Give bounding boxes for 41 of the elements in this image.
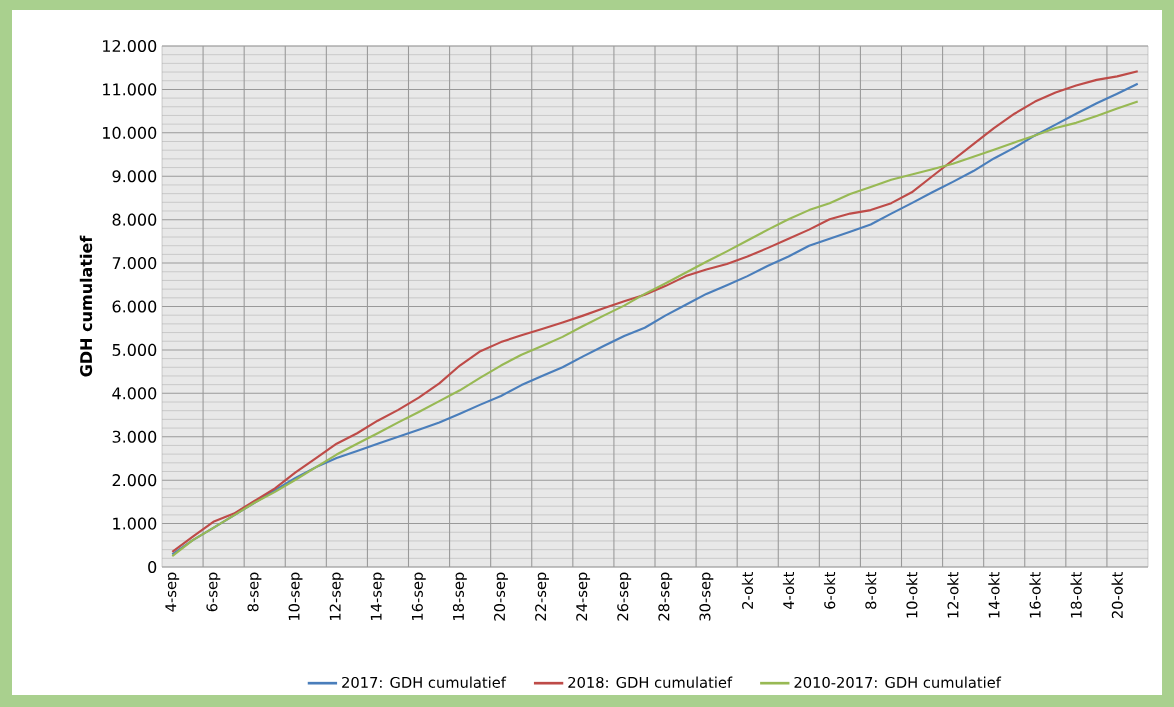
legend-label: 2018: GDH cumulatief: [568, 676, 733, 688]
y-tick-label: 12.000: [103, 39, 157, 53]
x-tick-label: 6-sep: [206, 572, 221, 612]
x-tick-label: 16-sep: [411, 572, 426, 621]
y-tick-label: 1.000: [113, 517, 157, 530]
x-tick-label: 24-sep: [576, 572, 591, 621]
x-tick-label: 10-okt: [906, 572, 918, 618]
x-tick-label: 20-sep: [493, 572, 508, 621]
x-tick-label: 18-okt: [1070, 572, 1082, 618]
x-tick-label: 4-okt: [782, 572, 795, 610]
x-tick-label: 14-sep: [370, 572, 385, 621]
y-tick-label: 8.000: [112, 213, 157, 226]
x-tick-label: 10-sep: [288, 572, 303, 621]
x-tick-label: 12-okt: [947, 572, 959, 618]
x-tick-label: 26-sep: [617, 572, 632, 621]
x-tick-label: 12-sep: [329, 572, 344, 621]
x-tick-label: 6-okt: [823, 572, 836, 609]
x-tick-label: 18-sep: [452, 572, 467, 621]
x-tick-label: 2-okt: [741, 572, 754, 609]
x-tick-label: 8-sep: [247, 572, 262, 612]
x-tick-label: 22-sep: [535, 572, 549, 621]
y-tick-label: 2.000: [112, 474, 157, 487]
x-tick-label: 20-okt: [1111, 572, 1123, 619]
y-tick-label: 5.000: [112, 343, 157, 356]
legend-label: 2017: GDH cumulatief: [342, 676, 507, 688]
x-tick-label: 30-sep: [699, 572, 714, 621]
x-tick-label: 14-okt: [988, 572, 1000, 618]
y-tick-label: 7.000: [112, 257, 157, 270]
x-tick-label: 16-okt: [1029, 572, 1041, 618]
x-tick-label: 4-sep: [165, 572, 180, 612]
y-tick-label: 11.000: [103, 83, 157, 96]
y-axis-title: GDH cumulatief: [79, 235, 93, 377]
y-tick-label: 3.000: [112, 430, 157, 443]
y-tick-label: 10.000: [103, 126, 157, 139]
y-tick-label: 4.000: [112, 387, 157, 400]
legend-label: 2010-2017: GDH cumulatief: [794, 676, 1002, 688]
x-tick-label: 8-okt: [865, 572, 877, 609]
y-tick-label: 6.000: [112, 300, 157, 313]
y-tick-label: 0: [148, 560, 157, 574]
x-tick-label: 28-sep: [658, 572, 673, 621]
y-tick-label: 9.000: [112, 170, 157, 183]
